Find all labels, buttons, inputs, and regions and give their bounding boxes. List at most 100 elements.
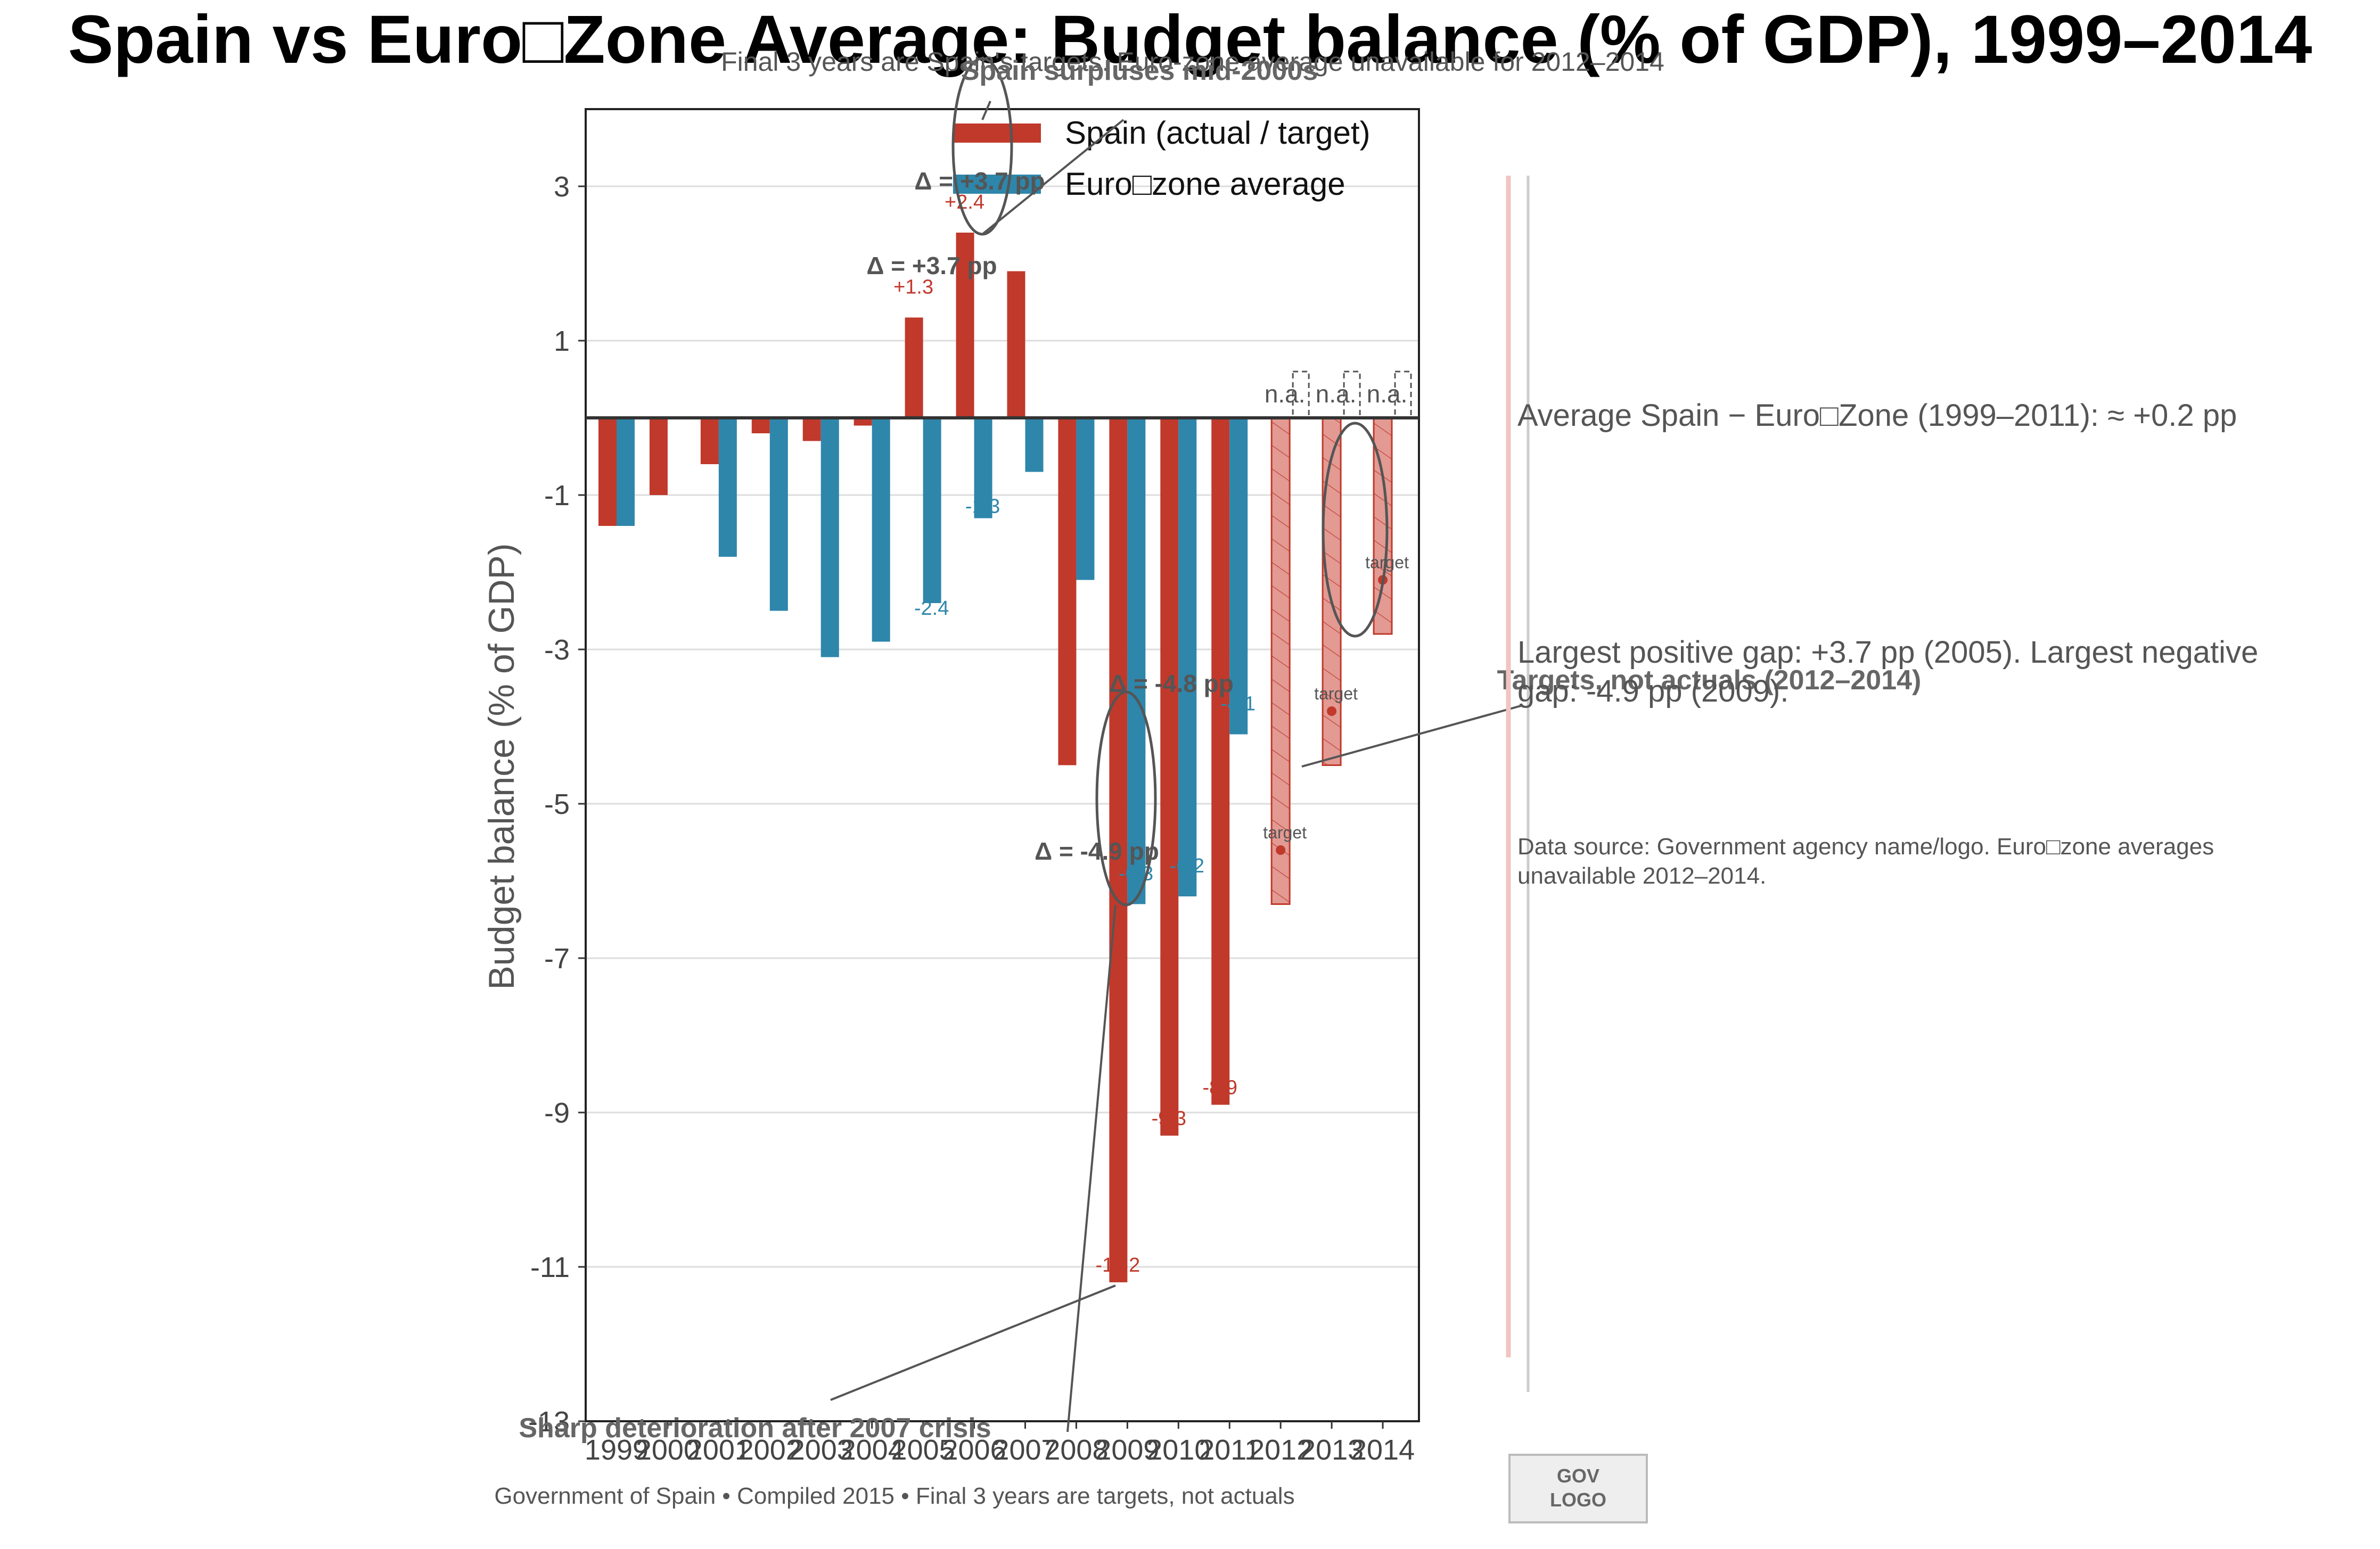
logo-line1: GOV bbox=[1557, 1465, 1599, 1487]
bar-spain bbox=[1160, 418, 1179, 1136]
data-label-eurozone: -4.1 bbox=[1221, 693, 1255, 715]
bar-eurozone bbox=[1025, 418, 1044, 472]
targets-leader-line bbox=[1301, 704, 1523, 768]
bar-spain bbox=[1058, 418, 1077, 765]
surplus-callout-text: Spain surpluses mid-2000s bbox=[961, 55, 1318, 86]
legend-swatch-spain bbox=[953, 123, 1041, 143]
bar-spain bbox=[1109, 418, 1128, 1282]
bar-spain bbox=[649, 418, 668, 495]
data-label-spain: -11.2 bbox=[1095, 1254, 1140, 1276]
x-tick-label: 2004 bbox=[840, 1434, 904, 1466]
target-marker bbox=[1276, 845, 1286, 855]
delta-label-2005: Δ = +3.7 pp bbox=[914, 167, 1045, 195]
x-tick-label: 2014 bbox=[1351, 1434, 1415, 1466]
data-label-spain: +2.4 bbox=[945, 191, 984, 213]
data-label-eurozone: -6.2 bbox=[1170, 855, 1204, 877]
surplus-leader-line bbox=[981, 119, 1125, 235]
targets-callout-text: Targets, not actuals (2012–2014) bbox=[1497, 665, 1922, 696]
annotation-deterioration: Sharp deterioration after 2007 crisis bbox=[519, 690, 1157, 1444]
data-label-eurozone: -1.3 bbox=[965, 496, 1000, 518]
plot-frame bbox=[585, 108, 1420, 1422]
bar-spain bbox=[853, 418, 872, 426]
y-tick-label: -13 bbox=[528, 1406, 570, 1438]
gov-logo: GOV LOGO bbox=[1508, 1454, 1648, 1523]
deterioration-leader-line-2 bbox=[1066, 904, 1117, 1432]
na-label: n.a. bbox=[1316, 380, 1357, 408]
deterioration-callout-text: Sharp deterioration after 2007 crisis bbox=[519, 1413, 991, 1444]
placeholder-eurozone-na bbox=[1343, 370, 1361, 419]
footer-text: Government of Spain • Compiled 2015 • Fi… bbox=[494, 1483, 1294, 1509]
chart-subtitle: Final 3 years are Spain's targets. Euro‑… bbox=[721, 47, 1664, 77]
y-tick-label: -7 bbox=[544, 943, 570, 975]
x-tick-label: 2006 bbox=[942, 1434, 1006, 1466]
bar-eurozone bbox=[974, 418, 992, 518]
bar-eurozone bbox=[872, 418, 890, 642]
y-axis-ticks: 3 1 -1 -3 -5 -7 -9 -11 -13 bbox=[528, 171, 586, 1438]
na-label: n.a. bbox=[1265, 380, 1306, 408]
x-tick-label: 2007 bbox=[993, 1434, 1057, 1466]
deterioration-leader-line bbox=[830, 1284, 1116, 1401]
annotation-surpluses: Spain surpluses mid-2000s bbox=[951, 55, 1318, 236]
x-tick-label: 2000 bbox=[636, 1434, 700, 1466]
data-label-spain: -8.9 bbox=[1203, 1077, 1237, 1099]
target-label: target bbox=[1314, 684, 1358, 703]
legend-swatch-eurozone bbox=[953, 175, 1041, 194]
deterioration-ellipse bbox=[1095, 690, 1157, 907]
y-tick-label: -9 bbox=[544, 1097, 570, 1129]
x-tick-label: 2013 bbox=[1300, 1434, 1364, 1466]
y-tick-label: 1 bbox=[554, 325, 570, 357]
x-tick-label: 2011 bbox=[1199, 1434, 1260, 1466]
bar-eurozone bbox=[769, 418, 788, 611]
x-tick-label: 2005 bbox=[891, 1434, 955, 1466]
delta-label-2006: Δ = +3.7 pp bbox=[866, 252, 997, 279]
bar-spain bbox=[802, 418, 821, 441]
x-tick-label: 2009 bbox=[1095, 1434, 1159, 1466]
side-note-average-gap: Average Spain − Euro□Zone (1999–2011): ≈… bbox=[1517, 398, 2237, 433]
source-note-2: unavailable 2012–2014. bbox=[1517, 863, 1766, 889]
bar-eurozone bbox=[617, 418, 635, 526]
source-note-1: Data source: Government agency name/logo… bbox=[1517, 834, 2214, 860]
bar-spain bbox=[956, 233, 974, 418]
bar-spain bbox=[751, 418, 770, 433]
bar-spain bbox=[598, 418, 617, 526]
x-tick-label: 2003 bbox=[789, 1434, 853, 1466]
logo-line2: LOGO bbox=[1550, 1489, 1606, 1511]
data-labels: +1.3+2.4-11.2-9.3-8.9-2.4-1.3-6.3 -6.2-4.… bbox=[893, 191, 1409, 1276]
legend: Spain (actual / target) Euro□zone averag… bbox=[953, 115, 1370, 202]
x-tick-label: 2012 bbox=[1249, 1434, 1312, 1466]
legend-label-eurozone: Euro□zone average bbox=[1065, 166, 1345, 202]
y-axis-label: Budget balance (% of GDP) bbox=[481, 543, 522, 990]
placeholder-eurozone-na bbox=[1394, 370, 1412, 419]
bar-eurozone bbox=[1127, 418, 1146, 904]
y-tick-label: -5 bbox=[544, 788, 570, 820]
bar-eurozone bbox=[1076, 418, 1095, 580]
x-tick-label: 2008 bbox=[1044, 1434, 1108, 1466]
bar-eurozone bbox=[1229, 418, 1248, 735]
data-label-eurozone: -2.4 bbox=[914, 597, 949, 620]
placeholder-eurozone-na bbox=[1292, 370, 1310, 419]
side-note-largest-gap-2: gap: -4.9 pp (2009). bbox=[1517, 674, 1788, 708]
y-tick-label: 3 bbox=[554, 171, 570, 203]
surplus-leader-tick bbox=[981, 101, 991, 120]
target-label: target bbox=[1263, 823, 1307, 842]
bar-spain bbox=[905, 317, 923, 418]
delta-label-2011: Δ = -4.8 pp bbox=[1109, 670, 1234, 697]
y-tick-label: -3 bbox=[544, 634, 570, 666]
legend-label-spain: Spain (actual / target) bbox=[1065, 115, 1370, 151]
x-tick-label: 1999 bbox=[585, 1434, 649, 1466]
annotation-targets: Targets, not actuals (2012–2014) bbox=[1301, 422, 1922, 768]
target-marker bbox=[1327, 706, 1337, 716]
bar-spain bbox=[700, 418, 719, 464]
logo-box bbox=[1508, 1454, 1648, 1523]
x-tick-label: 2001 bbox=[687, 1434, 751, 1466]
bar-eurozone bbox=[718, 418, 737, 557]
targets-ellipse bbox=[1322, 422, 1389, 638]
y-tick-label: -11 bbox=[530, 1251, 570, 1283]
na-label: n.a. bbox=[1367, 380, 1408, 408]
data-label-spain: +1.3 bbox=[893, 276, 933, 299]
bar-spain bbox=[1211, 418, 1230, 1105]
delta-label-2009: Δ = -4.9 pp bbox=[1035, 837, 1159, 865]
y-tick-label: -1 bbox=[544, 480, 570, 512]
x-tick-label: 2010 bbox=[1146, 1434, 1210, 1466]
